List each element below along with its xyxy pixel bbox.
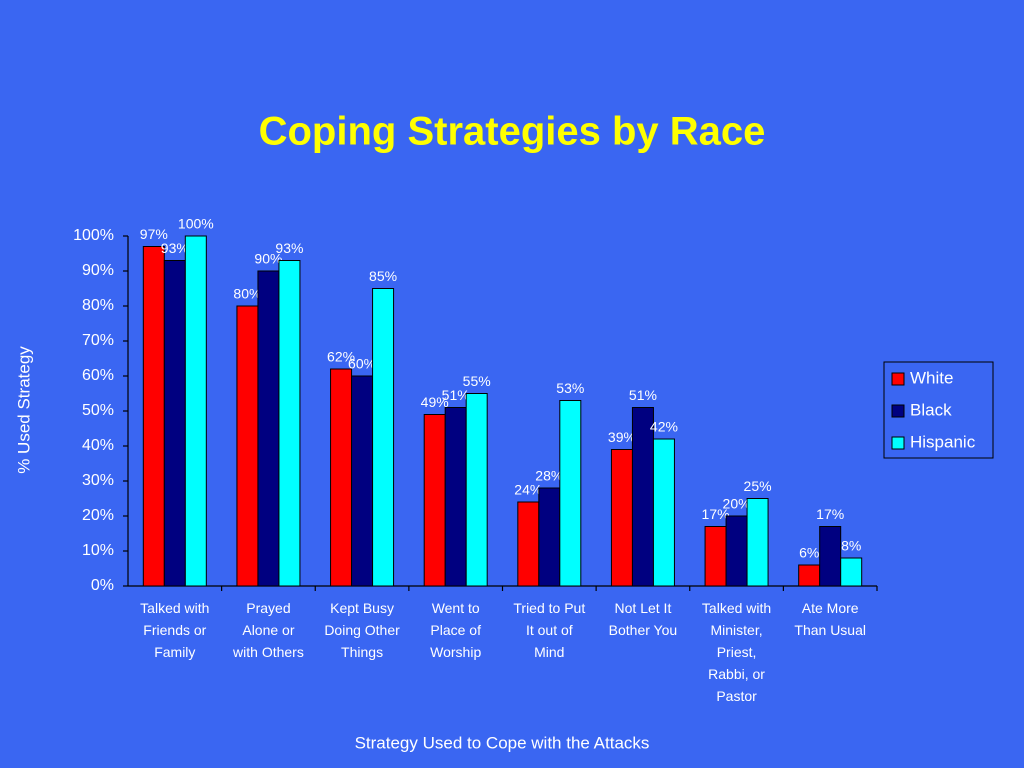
value-label: 6% [799,545,819,561]
value-label: 60% [348,356,376,372]
value-label: 51% [629,387,657,403]
x-tick-label: Ate More Than Usual [794,600,866,638]
chart-title: Coping Strategies by Race [259,110,766,154]
y-tick-label: 10% [82,542,114,559]
y-tick-label: 50% [82,402,114,419]
value-label: 53% [556,380,584,396]
bar [257,270,280,587]
y-tick-label: 30% [82,472,114,489]
y-tick-label: 0% [91,577,114,594]
value-label: 17% [702,506,730,522]
value-label: 93% [275,240,303,256]
legend-label: White [910,368,953,387]
x-tick-label: Went to Place of Worship [430,600,481,660]
value-label: 25% [744,478,772,494]
value-label: 80% [233,286,261,302]
bar [465,393,488,587]
bar [330,368,353,587]
value-label: 28% [535,468,563,484]
bar [746,498,769,587]
value-label: 100% [178,216,214,232]
bar [423,414,446,587]
bar [704,526,727,587]
legend-swatch [891,436,905,450]
y-axis-title: % Used Strategy [14,346,33,474]
x-tick-label: Tried to Put It out of Mind [513,600,585,660]
bar [538,487,561,587]
bar [444,407,467,587]
bar [517,501,540,587]
bar [184,235,207,587]
value-label: 49% [421,394,449,410]
x-tick-label: Talked with Minister, Priest, Rabbi, or Past… [702,600,771,704]
y-tick-label: 60% [82,367,114,384]
x-tick-label: Prayed Alone or with Others [232,600,304,660]
x-tick-label: Kept Busy Doing Other Things [324,600,400,660]
bar [798,564,821,587]
value-label: 85% [369,268,397,284]
legend-swatch [891,404,905,418]
value-label: 90% [254,251,282,267]
x-tick-label: Talked with Friends or Family [140,600,209,660]
bar [559,400,582,587]
legend-label: Hispanic [910,432,976,451]
bar [163,260,186,587]
value-label: 8% [841,538,861,554]
x-axis-title: Strategy Used to Cope with the Attacks [355,733,650,752]
bar [840,557,863,587]
legend-label: Black [910,400,952,419]
y-tick-label: 40% [82,437,114,454]
y-tick-label: 80% [82,297,114,314]
bar [372,288,395,587]
y-tick-label: 70% [82,332,114,349]
bar [610,449,633,587]
y-tick-label: 100% [73,227,114,244]
bar [351,375,374,587]
bar [819,526,842,587]
bar [236,305,259,587]
value-label: 55% [463,373,491,389]
value-label: 62% [327,349,355,365]
value-label: 20% [723,496,751,512]
value-label: 17% [816,506,844,522]
x-tick-label: Not Let It Bother You [609,600,678,638]
y-tick-label: 20% [82,507,114,524]
bar [142,246,165,587]
value-label: 42% [650,419,678,435]
value-label: 51% [442,387,470,403]
value-label: 39% [608,429,636,445]
bar [725,515,748,587]
y-tick-label: 90% [82,262,114,279]
bar [652,438,675,587]
value-label: 93% [161,240,189,256]
bar [278,260,301,587]
value-label: 97% [140,226,168,242]
value-label: 24% [514,482,542,498]
legend-swatch [891,372,905,386]
